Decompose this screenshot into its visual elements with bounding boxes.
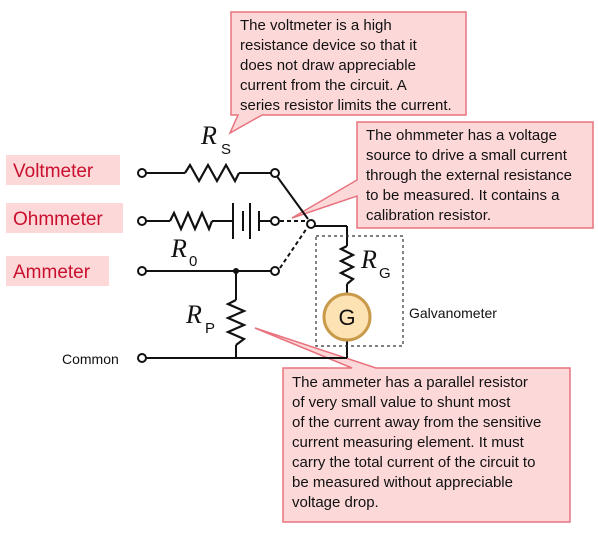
- battery-icon: [232, 203, 260, 239]
- switch-contact-voltmeter: [270, 168, 280, 178]
- galvanometer-resistor-rg: [338, 245, 356, 285]
- ohmmeter-callout-line-5: calibration resistor.: [366, 207, 491, 224]
- rs-symbol-main: R: [200, 121, 217, 150]
- calibration-resistor-r0: [169, 210, 214, 232]
- ohmmeter-callout-line-4: to be measured. It contains a: [366, 187, 560, 204]
- ammeter-callout-line-1: The ammeter has a parallel resistor: [292, 374, 528, 391]
- circuit-wires: [146, 172, 348, 359]
- voltmeter-callout-line-5: series resistor limits the current.: [240, 97, 452, 114]
- voltmeter-label-box: [6, 155, 120, 185]
- ohmmeter-label: Ohmmeter: [13, 209, 103, 230]
- ammeter-label-box: [6, 256, 109, 286]
- rg-symbol-main: R: [360, 245, 377, 274]
- ammeter-callout-box: [254, 327, 571, 523]
- rp-symbol-main: R: [185, 300, 202, 329]
- rs-symbol-sub: S: [221, 141, 231, 158]
- voltmeter-callout-line-2: resistance device so that it: [240, 37, 418, 54]
- series-resistor-rs: [184, 162, 240, 184]
- voltmeter-callout-line-4: current from the circuit. A: [240, 77, 407, 94]
- voltmeter-terminal: [137, 168, 147, 178]
- r0-symbol: R 0: [170, 234, 197, 270]
- voltmeter-callout-box: [228, 11, 467, 135]
- switch-alt-ammeter: [279, 227, 308, 269]
- voltmeter-callout-line-3: does not draw appreciable: [240, 57, 416, 74]
- ammeter-label-group: Ammeter: [6, 256, 109, 286]
- voltmeter-label-group: Voltmeter: [6, 155, 120, 185]
- ammeter-label: Ammeter: [13, 262, 91, 283]
- ohmmeter-callout-line-1: The ohmmeter has a voltage: [366, 127, 557, 144]
- switch-contact-ammeter: [270, 266, 280, 276]
- switch-arm: [275, 174, 309, 220]
- ohmmeter-callout-box: [291, 121, 594, 229]
- ammeter-callout-line-7: voltage drop.: [292, 494, 379, 511]
- ohmmeter-terminal: [137, 216, 147, 226]
- galvanometer-label: Galvanometer: [409, 305, 497, 321]
- rs-symbol: R S: [200, 121, 231, 158]
- rg-symbol-sub: G: [379, 265, 391, 282]
- rp-symbol: R P: [185, 300, 215, 337]
- terminals: [137, 168, 316, 363]
- ohmmeter-callout-line-3: through the external resistance: [366, 167, 572, 184]
- common-label: Common: [62, 351, 119, 367]
- ohmmeter-label-group: Ohmmeter: [6, 203, 123, 233]
- galvanometer-enclosure: [315, 235, 404, 347]
- galvanometer-circle: [322, 292, 372, 342]
- ohmmeter-label-box: [6, 203, 123, 233]
- ammeter-terminal: [137, 266, 147, 276]
- common-terminal: [137, 353, 147, 363]
- ohmmeter-callout-line-2: source to drive a small current: [366, 147, 568, 164]
- ammeter-callout-line-2: of very small value to shunt most: [292, 394, 511, 411]
- r0-symbol-sub: 0: [189, 253, 197, 270]
- ammeter-callout-line-5: carry the total current of the circuit t…: [292, 454, 535, 471]
- shunt-junction-dot: [233, 268, 239, 274]
- ammeter-callout: The ammeter has a parallel resistor of v…: [254, 327, 571, 523]
- rg-symbol: R G: [360, 245, 391, 282]
- ammeter-callout-line-4: current measuring element. It must: [292, 434, 525, 451]
- switch-contact-ohmmeter: [270, 216, 280, 226]
- voltmeter-label: Voltmeter: [13, 161, 94, 182]
- ohmmeter-callout: The ohmmeter has a voltage source to dri…: [291, 121, 594, 229]
- switch-pivot: [306, 219, 316, 229]
- voltmeter-callout: The voltmeter is a high resistance devic…: [228, 11, 467, 135]
- galvanometer: G: [322, 292, 372, 342]
- galvanometer-symbol: G: [338, 305, 355, 330]
- voltmeter-callout-line-1: The voltmeter is a high: [240, 17, 392, 34]
- r0-symbol-main: R: [170, 234, 187, 263]
- ammeter-callout-line-3: of the current away from the sensitive: [292, 414, 541, 431]
- rp-symbol-sub: P: [205, 320, 215, 337]
- ammeter-callout-line-6: be measured without appreciable: [292, 474, 513, 491]
- shunt-resistor-rp: [225, 299, 247, 346]
